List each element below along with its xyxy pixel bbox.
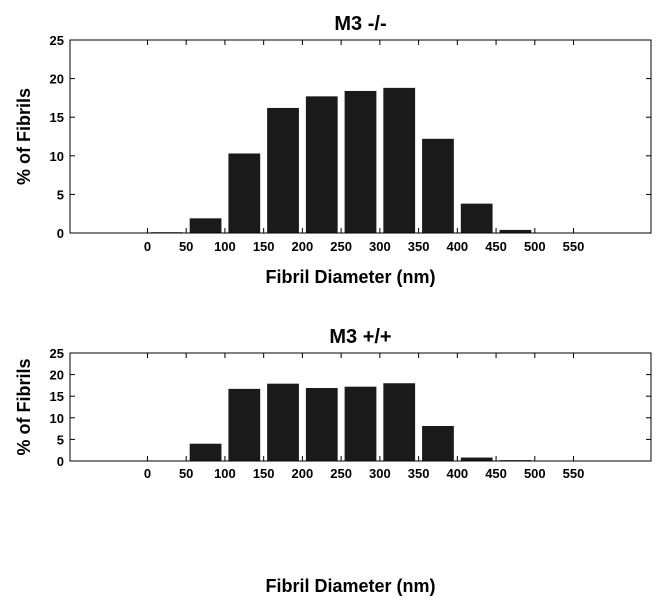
bar bbox=[461, 458, 493, 461]
bar bbox=[422, 139, 454, 233]
bar bbox=[345, 91, 377, 233]
x-tick-label: 550 bbox=[563, 239, 585, 254]
x-tick-label: 350 bbox=[408, 466, 430, 481]
y-tick-label: 5 bbox=[57, 187, 64, 202]
x-tick-label: 250 bbox=[330, 466, 352, 481]
bar bbox=[306, 388, 338, 461]
x-axis-label: Fibril Diameter (nm) bbox=[265, 267, 435, 287]
bar bbox=[383, 88, 415, 233]
y-tick-label: 25 bbox=[50, 33, 64, 48]
x-tick-label: 150 bbox=[253, 239, 275, 254]
x-tick-label: 450 bbox=[485, 239, 507, 254]
y-tick-label: 20 bbox=[50, 368, 64, 383]
bar bbox=[306, 96, 338, 233]
y-tick-label: 25 bbox=[50, 346, 64, 361]
y-axis-label: % of Fibrils bbox=[14, 88, 34, 185]
x-tick-label: 50 bbox=[179, 466, 193, 481]
x-tick-label: 0 bbox=[144, 239, 151, 254]
x-tick-label: 100 bbox=[214, 239, 236, 254]
bar bbox=[422, 426, 454, 461]
y-tick-label: 0 bbox=[57, 226, 64, 241]
x-tick-label: 400 bbox=[446, 466, 468, 481]
x-tick-label: 400 bbox=[446, 239, 468, 254]
chart-title: M3 +/+ bbox=[329, 326, 391, 348]
bar bbox=[267, 108, 299, 233]
x-tick-label: 50 bbox=[179, 239, 193, 254]
x-tick-label: 300 bbox=[369, 239, 391, 254]
x-tick-label: 300 bbox=[369, 466, 391, 481]
bar bbox=[228, 389, 260, 461]
bar bbox=[461, 204, 493, 233]
bar bbox=[345, 387, 377, 461]
chart-title: M3 -/- bbox=[334, 13, 386, 35]
x-tick-label: 500 bbox=[524, 466, 546, 481]
y-tick-label: 20 bbox=[50, 72, 64, 87]
y-tick-label: 5 bbox=[57, 432, 64, 447]
y-axis-label: % of Fibrils bbox=[14, 358, 34, 455]
bar bbox=[190, 218, 222, 233]
x-tick-label: 200 bbox=[292, 466, 314, 481]
y-tick-label: 15 bbox=[50, 389, 64, 404]
x-tick-label: 0 bbox=[144, 466, 151, 481]
x-tick-label: 350 bbox=[408, 239, 430, 254]
x-tick-label: 150 bbox=[253, 466, 275, 481]
x-tick-label: 550 bbox=[563, 466, 585, 481]
y-tick-label: 10 bbox=[50, 149, 64, 164]
x-tick-label: 100 bbox=[214, 466, 236, 481]
x-tick-label: 450 bbox=[485, 466, 507, 481]
x-tick-label: 250 bbox=[330, 239, 352, 254]
x-tick-label: 200 bbox=[292, 239, 314, 254]
bar bbox=[190, 444, 222, 461]
y-tick-label: 0 bbox=[57, 454, 64, 469]
x-axis-label: Fibril Diameter (nm) bbox=[265, 576, 435, 596]
y-tick-label: 10 bbox=[50, 411, 64, 426]
bar bbox=[267, 384, 299, 461]
bar bbox=[228, 153, 260, 233]
y-tick-label: 15 bbox=[50, 110, 64, 125]
x-tick-label: 500 bbox=[524, 239, 546, 254]
bar bbox=[383, 383, 415, 461]
